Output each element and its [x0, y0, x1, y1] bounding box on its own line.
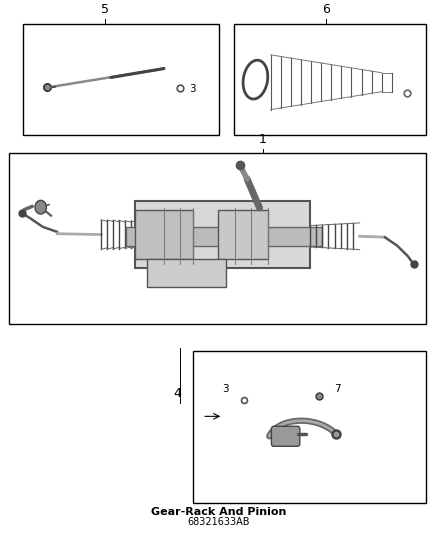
- Bar: [10, 154, 426, 325]
- Text: 68321633AB: 68321633AB: [188, 517, 250, 527]
- Bar: [22, 25, 219, 135]
- FancyBboxPatch shape: [272, 426, 300, 446]
- Text: 1: 1: [259, 133, 267, 146]
- Bar: [147, 260, 226, 287]
- Bar: [234, 25, 426, 135]
- Text: 4: 4: [173, 387, 181, 400]
- Text: 3: 3: [222, 384, 229, 394]
- Bar: [134, 210, 193, 260]
- Bar: [126, 227, 322, 246]
- Text: 3: 3: [189, 85, 196, 94]
- Bar: [134, 201, 310, 268]
- Text: Gear-Rack And Pinion: Gear-Rack And Pinion: [151, 506, 287, 516]
- Bar: [218, 210, 268, 260]
- Text: 5: 5: [102, 3, 110, 16]
- Text: 6: 6: [322, 3, 330, 16]
- Circle shape: [35, 200, 46, 214]
- Bar: [193, 351, 426, 503]
- Text: 7: 7: [334, 384, 341, 394]
